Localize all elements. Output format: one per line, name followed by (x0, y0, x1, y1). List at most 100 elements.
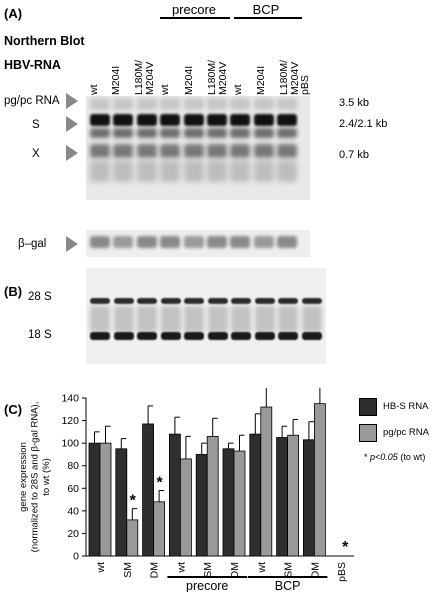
y-tick-label: 60 (67, 483, 79, 495)
group-label: BCP (275, 579, 301, 592)
blot-band (207, 114, 227, 126)
y-axis-label: gene expression(normalized to 28S and β-… (18, 402, 52, 553)
bar (249, 433, 262, 557)
blot-band (278, 306, 298, 332)
size-label-pgpc: 3.5 kb (339, 97, 369, 109)
bar (88, 442, 101, 557)
blot-band (113, 98, 134, 110)
blot-band (90, 128, 110, 138)
blot-band (136, 128, 157, 138)
significance-star: * (130, 493, 137, 510)
panel-c-label: (C) (4, 402, 23, 417)
blot-band (207, 160, 227, 182)
lane-label: M204I (183, 65, 195, 95)
blot-band (277, 114, 298, 126)
blot-band (160, 98, 181, 110)
lane-label: L180M/ M204V (133, 59, 156, 95)
panel-a-label: (A) (4, 6, 23, 21)
blot-band (184, 298, 204, 304)
bar (302, 439, 315, 557)
blot-band (207, 98, 227, 110)
x-tick-label: DM (149, 562, 161, 578)
blot-band (90, 160, 110, 182)
size-label-s: 2.4/2.1 kb (339, 118, 388, 130)
group-bcp-label: BCP (252, 2, 280, 17)
blot-band (90, 298, 110, 304)
blot-band (90, 306, 110, 332)
significance-note: * p<0.05 (to wt) (364, 452, 425, 462)
bar (195, 454, 208, 557)
blot-band (253, 128, 274, 138)
x-tick-label: SM (122, 562, 134, 578)
blot-band (184, 306, 204, 332)
bar (276, 437, 289, 557)
blot-band (136, 144, 157, 158)
y-tick-label: 100 (61, 438, 79, 450)
x-tick-label: DM (229, 562, 241, 578)
bgal-blot-image (86, 230, 310, 257)
blot-band (207, 128, 227, 138)
blot-title: Northern Blot (4, 34, 85, 48)
lane-label: pBS (299, 75, 311, 95)
group-bcp-line (234, 17, 302, 19)
blot-band (90, 236, 110, 248)
blot-band (184, 332, 204, 340)
blot-band (90, 144, 110, 158)
blot-band (254, 298, 275, 304)
x-tick-label: wt (95, 562, 107, 574)
bar (126, 519, 139, 557)
blot-band (277, 236, 298, 248)
blot-band (253, 114, 274, 126)
blot-band (136, 160, 157, 182)
blot-band (160, 332, 181, 340)
blot-band (277, 128, 298, 138)
blot-band (278, 332, 298, 340)
blot-band (207, 236, 227, 248)
blot-band (113, 160, 134, 182)
blot-band (301, 332, 322, 340)
blot-band (230, 98, 251, 110)
blot-band (160, 114, 181, 126)
blot-band (183, 236, 204, 248)
significance-note-suffix: (to wt) (400, 452, 426, 462)
blot-band (183, 128, 204, 138)
bar (313, 403, 326, 557)
blot-band (160, 236, 181, 248)
blot-band (231, 306, 251, 332)
blot-band (230, 128, 251, 138)
blot-band (231, 298, 251, 304)
lane-label: L180M/ M204V (278, 59, 301, 95)
y-tick-label: 80 (67, 460, 79, 472)
blot-band (90, 98, 110, 110)
bar (153, 501, 166, 557)
blot-band (207, 306, 228, 332)
y-tick-label: 40 (67, 505, 79, 517)
y-axis-label-line: to wt (%) (41, 458, 52, 495)
x-tick-label: wt (175, 562, 187, 574)
blot-subtitle: HBV-RNA (4, 58, 61, 72)
legend-pgpc-label: pg/pc RNA (383, 427, 429, 438)
bar (260, 406, 273, 557)
bar (99, 442, 112, 557)
legend-hbs-swatch (359, 398, 377, 416)
blot-band (278, 298, 298, 304)
blot-band (137, 332, 157, 340)
blot-band (137, 306, 157, 332)
blot-band (183, 160, 204, 182)
band-label-pgpc: pg/pc RNA (4, 95, 60, 107)
significance-note-mark: * (364, 452, 368, 462)
band-label-s: S (32, 119, 40, 131)
blot-band (253, 236, 274, 248)
x-tick-label: SM (283, 562, 295, 578)
lane-label: wt (88, 84, 100, 96)
significance-star: * (342, 539, 349, 556)
blot-band (113, 298, 134, 304)
y-axis-label-line: (normalized to 28S and β-gal RNA), (30, 402, 41, 553)
blot-band (230, 236, 251, 248)
blot-band (254, 306, 275, 332)
bar (142, 423, 155, 557)
rrna-gel-image (86, 268, 326, 364)
blot-band (230, 160, 251, 182)
blot-band (160, 306, 181, 332)
size-label-x: 0.7 kb (339, 149, 369, 161)
